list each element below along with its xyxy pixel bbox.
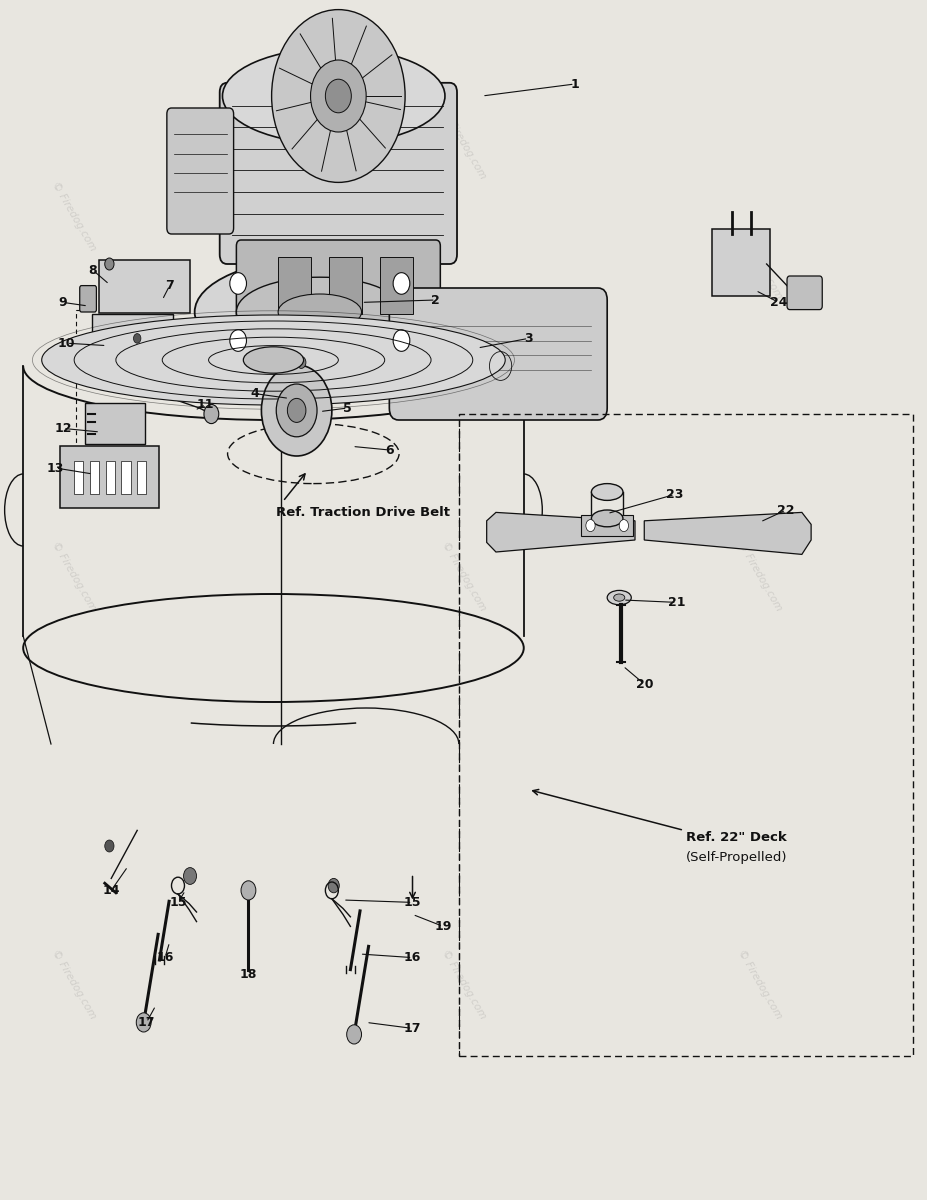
Text: 12: 12 [55, 422, 71, 434]
Bar [329, 257, 362, 314]
Circle shape [311, 60, 366, 132]
Text: © Firedog.com: © Firedog.com [736, 540, 784, 612]
Text: 23: 23 [667, 488, 683, 500]
Circle shape [105, 840, 114, 852]
Text: 2: 2 [431, 294, 440, 306]
Text: 9: 9 [58, 296, 68, 308]
Text: Ref. Traction Drive Belt: Ref. Traction Drive Belt [276, 506, 451, 518]
Circle shape [241, 881, 256, 900]
FancyBboxPatch shape [60, 446, 159, 508]
Text: 4: 4 [250, 388, 260, 400]
Text: © Firedog.com: © Firedog.com [50, 948, 98, 1020]
Ellipse shape [278, 294, 362, 330]
Text: 21: 21 [668, 596, 685, 608]
Text: 8: 8 [88, 264, 97, 276]
Ellipse shape [195, 258, 445, 366]
Bar [90, 461, 99, 494]
Circle shape [272, 10, 405, 182]
Text: 22: 22 [778, 504, 794, 516]
FancyBboxPatch shape [99, 260, 190, 313]
Circle shape [230, 330, 247, 352]
Circle shape [393, 272, 410, 294]
Text: 6: 6 [385, 444, 394, 456]
Circle shape [325, 79, 351, 113]
Text: 10: 10 [58, 337, 75, 349]
Circle shape [133, 334, 141, 343]
Text: 17: 17 [138, 1016, 155, 1028]
Ellipse shape [23, 594, 524, 702]
Ellipse shape [243, 347, 303, 373]
Text: 15: 15 [170, 896, 186, 908]
Ellipse shape [591, 484, 623, 500]
Ellipse shape [42, 314, 505, 404]
FancyBboxPatch shape [220, 83, 457, 264]
Polygon shape [487, 512, 635, 552]
Circle shape [586, 520, 595, 532]
Circle shape [328, 878, 339, 893]
FancyBboxPatch shape [389, 288, 607, 420]
Text: 13: 13 [47, 462, 64, 474]
Bar [137, 461, 146, 494]
FancyBboxPatch shape [236, 240, 440, 330]
Text: 5: 5 [343, 402, 352, 414]
Ellipse shape [236, 277, 403, 347]
FancyBboxPatch shape [80, 286, 96, 312]
FancyBboxPatch shape [712, 229, 770, 296]
Circle shape [287, 398, 306, 422]
Ellipse shape [614, 594, 625, 601]
Bar [459, 414, 913, 1056]
Circle shape [184, 868, 197, 884]
Circle shape [276, 384, 317, 437]
Text: © Firedog.com: © Firedog.com [736, 228, 784, 300]
Bar [74, 461, 83, 494]
Polygon shape [644, 512, 811, 554]
Text: 11: 11 [197, 398, 214, 410]
Circle shape [347, 1025, 362, 1044]
Text: (Self-Propelled): (Self-Propelled) [686, 852, 787, 864]
Bar [380, 257, 413, 314]
Text: 24: 24 [770, 296, 787, 308]
Text: 7: 7 [165, 280, 174, 292]
FancyBboxPatch shape [85, 403, 145, 444]
Text: © Firedog.com: © Firedog.com [439, 108, 488, 180]
Bar [106, 461, 115, 494]
Circle shape [619, 520, 629, 532]
Text: © Firedog.com: © Firedog.com [439, 948, 488, 1020]
Circle shape [261, 365, 332, 456]
Circle shape [136, 1013, 151, 1032]
FancyBboxPatch shape [167, 108, 234, 234]
Circle shape [297, 356, 306, 368]
Text: 20: 20 [636, 678, 653, 690]
Text: 19: 19 [435, 920, 451, 932]
Text: 15: 15 [404, 896, 421, 908]
Ellipse shape [607, 590, 631, 605]
Text: 16: 16 [157, 952, 173, 964]
Ellipse shape [591, 510, 623, 527]
Bar [121, 461, 131, 494]
Text: © Firedog.com: © Firedog.com [439, 540, 488, 612]
Circle shape [105, 258, 114, 270]
Text: © Firedog.com: © Firedog.com [736, 948, 784, 1020]
Text: 1: 1 [570, 78, 579, 90]
Text: © Firedog.com: © Firedog.com [50, 540, 98, 612]
Text: © Firedog.com: © Firedog.com [50, 180, 98, 252]
Circle shape [204, 404, 219, 424]
Text: Ref. 22" Deck: Ref. 22" Deck [686, 832, 787, 844]
Bar [278, 257, 311, 314]
Text: 3: 3 [524, 332, 533, 344]
Text: 18: 18 [240, 968, 257, 980]
Text: 14: 14 [103, 884, 120, 896]
Ellipse shape [222, 48, 445, 144]
FancyBboxPatch shape [92, 314, 173, 358]
Text: 17: 17 [404, 1022, 421, 1034]
Text: 16: 16 [404, 952, 421, 964]
Circle shape [393, 330, 410, 352]
Circle shape [230, 272, 247, 294]
FancyBboxPatch shape [787, 276, 822, 310]
Bar [581, 515, 633, 536]
